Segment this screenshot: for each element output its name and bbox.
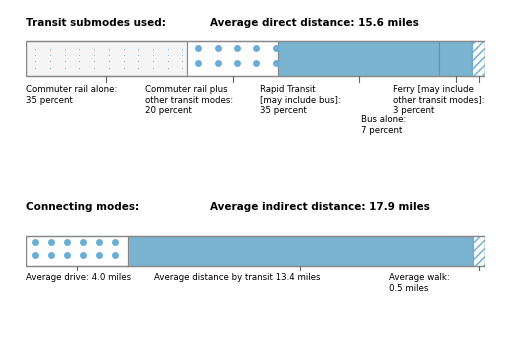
Bar	[439, 41, 472, 76]
Text: Commuter rail alone:
35 percent: Commuter rail alone: 35 percent	[26, 85, 117, 105]
Bar	[26, 41, 187, 76]
Bar	[26, 41, 485, 76]
Text: Average walk:
0.5 miles: Average walk: 0.5 miles	[389, 273, 450, 293]
Text: Average distance by transit 13.4 miles: Average distance by transit 13.4 miles	[154, 273, 321, 282]
Bar	[278, 41, 439, 76]
Bar	[26, 236, 128, 266]
Text: Rapid Transit
[may include bus]:
35 percent: Rapid Transit [may include bus]: 35 perc…	[260, 85, 341, 115]
Text: Average indirect distance: 17.9 miles: Average indirect distance: 17.9 miles	[210, 202, 429, 212]
Bar	[26, 236, 485, 266]
Text: Transit submodes used:: Transit submodes used:	[26, 18, 166, 28]
Bar	[473, 236, 485, 266]
Bar	[187, 41, 278, 76]
Text: Commuter rail plus
other transit modes:
20 percent: Commuter rail plus other transit modes: …	[145, 85, 234, 115]
Text: Average drive: 4.0 miles: Average drive: 4.0 miles	[26, 273, 131, 282]
Text: Average direct distance: 15.6 miles: Average direct distance: 15.6 miles	[210, 18, 419, 28]
Text: Ferry [may include
other transit modes]:
3 percent: Ferry [may include other transit modes]:…	[393, 85, 485, 115]
Text: Connecting modes:: Connecting modes:	[26, 202, 138, 212]
Bar	[128, 236, 473, 266]
Bar	[472, 41, 485, 76]
Text: Bus alone:
7 percent: Bus alone: 7 percent	[361, 115, 407, 135]
